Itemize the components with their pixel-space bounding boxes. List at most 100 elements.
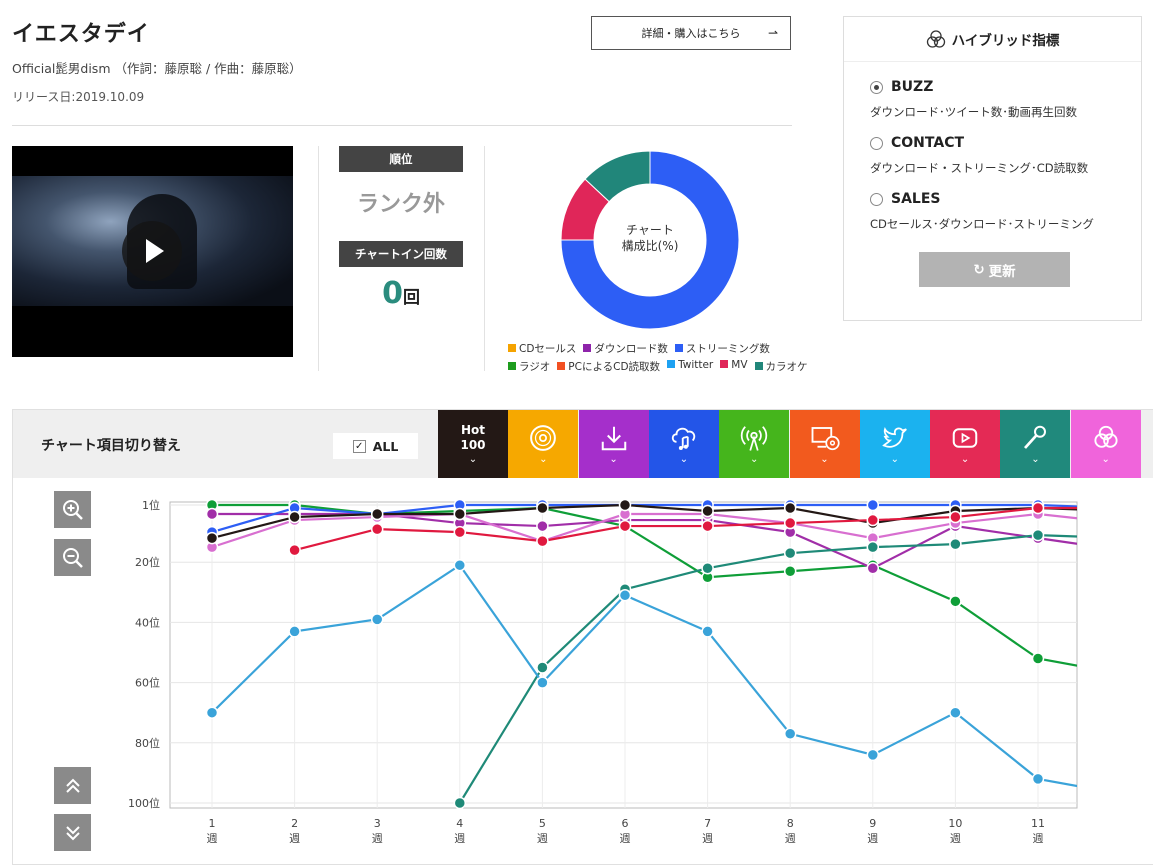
x-tick-label: 10 [948, 817, 962, 830]
chevron-down-icon: ⌄ [609, 454, 618, 465]
data-point[interactable] [370, 613, 384, 626]
scroll-down-button[interactable] [54, 814, 91, 851]
checkbox-icon[interactable]: ✓ [352, 439, 366, 453]
all-checkbox[interactable]: ✓ ALL [333, 433, 418, 459]
tab-pc-cd[interactable]: ⌄ [789, 410, 860, 478]
data-point[interactable] [536, 519, 549, 533]
data-point[interactable] [949, 537, 962, 551]
data-point[interactable] [205, 531, 219, 545]
radio-contact[interactable]: CONTACT [870, 135, 964, 151]
data-point[interactable] [783, 501, 797, 515]
data-point[interactable] [1031, 772, 1045, 786]
data-point[interactable] [288, 510, 301, 524]
double-chevron-down-icon [65, 825, 80, 840]
tab-cd-sales[interactable]: ⌄ [508, 410, 579, 478]
data-point[interactable] [1031, 501, 1045, 515]
data-point[interactable] [1031, 652, 1045, 665]
scroll-up-button[interactable] [54, 767, 91, 804]
data-point[interactable] [783, 564, 797, 578]
divider [318, 146, 319, 371]
radio-label: BUZZ [891, 79, 934, 95]
data-point[interactable] [453, 796, 467, 810]
data-point[interactable] [536, 661, 549, 674]
radio-circle[interactable] [870, 80, 883, 94]
data-point[interactable] [453, 507, 467, 521]
x-tick-label-unit: 週 [702, 832, 713, 845]
data-point[interactable] [866, 498, 880, 512]
zoom-in-button[interactable] [54, 491, 91, 528]
tab-youtube[interactable]: ⌄ [930, 410, 1001, 478]
tab-streaming[interactable]: ⌄ [648, 410, 719, 478]
tab-twitter[interactable]: ⌄ [859, 410, 930, 478]
radio-circle[interactable] [870, 192, 883, 206]
data-point[interactable] [205, 507, 219, 521]
pc-cd-icon [811, 427, 840, 451]
x-tick-label: 6 [622, 817, 629, 830]
zoom-out-button[interactable] [54, 539, 91, 576]
data-point[interactable] [783, 546, 797, 560]
radio-label: CONTACT [891, 135, 965, 151]
rank-label: 順位 [339, 146, 463, 172]
video-player[interactable] [12, 146, 293, 357]
data-point[interactable] [949, 706, 962, 719]
data-point[interactable] [866, 748, 880, 762]
tab-karaoke[interactable]: ⌄ [1000, 410, 1071, 478]
play-icon[interactable] [122, 221, 182, 281]
x-tick-label-unit: 週 [372, 832, 383, 845]
data-point[interactable] [618, 589, 632, 602]
data-point[interactable] [701, 561, 714, 575]
radio-icon [741, 426, 768, 451]
y-tick-label: 1位 [142, 498, 160, 512]
data-point[interactable] [701, 625, 714, 638]
tab-hybrid[interactable]: ⌄ [1070, 410, 1141, 478]
data-point[interactable] [205, 706, 219, 719]
header-divider [12, 125, 792, 126]
data-point[interactable] [783, 516, 797, 530]
data-point[interactable] [453, 558, 467, 572]
hot100-label-top: Hot [460, 423, 486, 437]
data-point[interactable] [949, 510, 962, 524]
radio-label: SALES [891, 191, 941, 207]
hybrid-header: ハイブリッド指標 [844, 17, 1141, 62]
radio-circle[interactable] [870, 136, 883, 150]
legend-item: Twitter [667, 359, 713, 374]
tab-radio[interactable]: ⌄ [719, 410, 790, 478]
data-point[interactable] [1031, 528, 1045, 542]
data-point[interactable] [536, 501, 549, 515]
chart-toolbar: チャート項目切り替え ✓ ALL Hot 100 ⌄ ⌄ ⌄ ⌄ ⌄ ⌄ ⌄ ⌄ ⌄ ⌄ [13, 410, 1153, 478]
data-point[interactable] [866, 540, 880, 554]
legend-swatch [720, 360, 729, 368]
legend-swatch [583, 344, 592, 352]
legend-swatch [508, 362, 516, 370]
x-tick-label-unit: 週 [620, 832, 631, 845]
tab-hot100[interactable]: Hot 100 ⌄ [438, 410, 508, 478]
tab-download[interactable]: ⌄ [578, 410, 649, 478]
radio-buzz[interactable]: BUZZ [870, 79, 933, 95]
data-point[interactable] [866, 561, 880, 575]
chart-in-count-unit: 回 [402, 288, 420, 308]
data-point[interactable] [288, 625, 301, 638]
data-point[interactable] [536, 534, 549, 548]
data-point[interactable] [866, 513, 880, 527]
chart-in-count-label: チャートイン回数 [339, 241, 463, 267]
data-point[interactable] [701, 504, 714, 518]
data-point[interactable] [701, 519, 714, 533]
x-tick-label-unit: 週 [950, 832, 961, 845]
data-point[interactable] [453, 525, 467, 539]
update-label: 更新 [988, 263, 1016, 280]
x-tick-label: 4 [456, 817, 463, 830]
data-point[interactable] [618, 519, 632, 533]
update-button[interactable]: ↻ 更新 [919, 252, 1070, 287]
y-tick-label: 20位 [135, 555, 160, 569]
data-point[interactable] [536, 676, 549, 689]
double-chevron-up-icon [65, 778, 80, 793]
chevron-down-icon: ⌄ [890, 454, 899, 465]
radio-sales[interactable]: SALES [870, 191, 941, 207]
data-point[interactable] [618, 498, 632, 512]
data-point[interactable] [370, 507, 384, 521]
data-point[interactable] [288, 543, 301, 557]
data-point[interactable] [370, 522, 384, 536]
data-point[interactable] [783, 727, 797, 741]
buy-details-button[interactable]: 詳細・購入はこちら ⇀ [591, 16, 791, 50]
data-point[interactable] [949, 595, 962, 608]
